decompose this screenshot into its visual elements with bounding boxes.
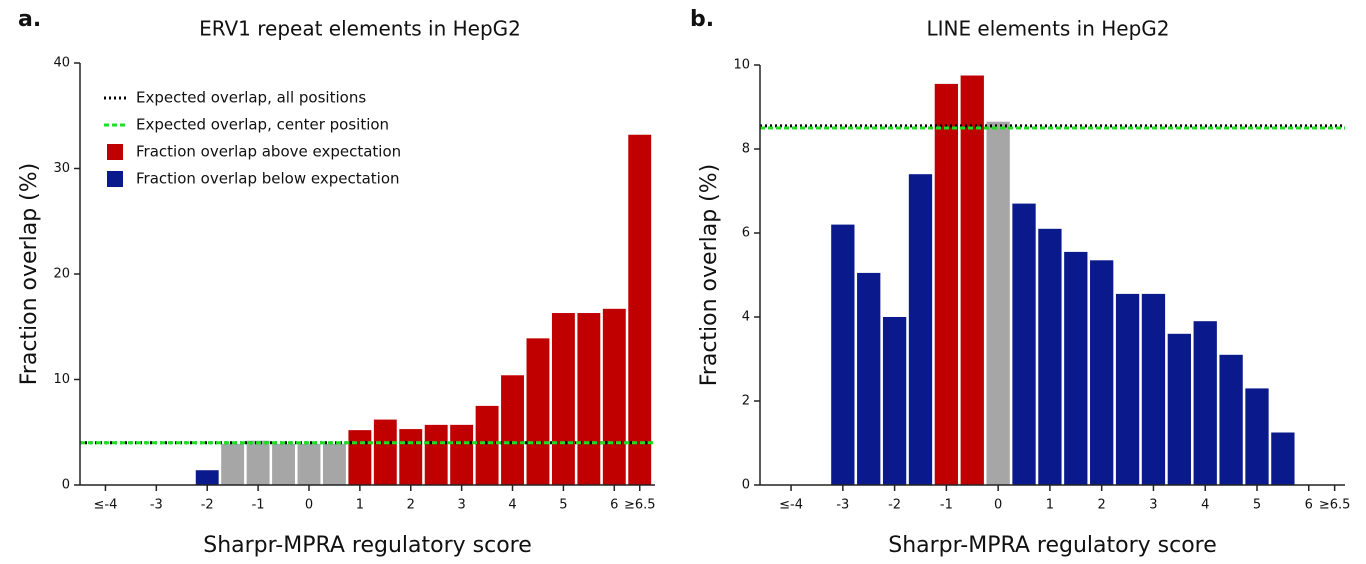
x-tick-label: -2 <box>888 498 901 513</box>
y-tick-label: 40 <box>53 56 70 71</box>
x-tick-label: ≤-4 <box>94 498 118 513</box>
bar <box>882 317 907 485</box>
bar <box>857 272 881 485</box>
chart-title: ERV1 repeat elements in HepG2 <box>199 17 521 41</box>
y-tick-label: 0 <box>742 478 750 493</box>
bar <box>577 313 601 485</box>
bar <box>1141 293 1166 485</box>
x-tick-label: 2 <box>407 498 415 513</box>
bar <box>246 440 270 485</box>
bar <box>1012 203 1036 485</box>
bar <box>986 121 1010 485</box>
bar <box>501 375 524 485</box>
x-tick-label: -1 <box>940 498 953 513</box>
x-tick-label: ≥6.5 <box>624 498 656 513</box>
bar <box>960 75 984 485</box>
bar <box>1064 251 1088 485</box>
bar <box>1271 432 1295 485</box>
x-tick-label: 5 <box>1253 498 1261 513</box>
x-tick-label: 0 <box>305 498 313 513</box>
bar <box>1167 333 1191 485</box>
bar <box>373 419 397 485</box>
bar <box>221 443 245 485</box>
bar <box>1090 260 1114 485</box>
y-tick-label: 0 <box>62 478 70 493</box>
x-tick-label: 4 <box>508 498 516 513</box>
panel-label: a. <box>18 7 41 32</box>
bar <box>551 313 575 485</box>
x-tick-label: -3 <box>150 498 163 513</box>
y-axis-label: Fraction overlap (%) <box>17 163 42 386</box>
bar <box>1219 354 1243 485</box>
bar <box>934 83 959 486</box>
x-tick-label: 5 <box>559 498 567 513</box>
y-tick-label: 20 <box>53 267 70 282</box>
x-tick-label: -1 <box>252 498 265 513</box>
y-tick-label: 2 <box>742 394 750 409</box>
x-tick-label: 3 <box>1149 498 1157 513</box>
x-tick-label: 6 <box>1305 498 1313 513</box>
x-tick-label: 4 <box>1201 498 1209 513</box>
legend-label: Fraction overlap below expectation <box>136 170 400 188</box>
x-tick-label: -2 <box>201 498 214 513</box>
bar <box>831 224 855 485</box>
panel-label: b. <box>690 7 714 32</box>
legend-swatch <box>107 171 123 187</box>
bar <box>195 470 219 485</box>
bar <box>1038 228 1062 486</box>
x-tick-label: 1 <box>356 498 364 513</box>
bar <box>424 424 448 485</box>
legend-swatch <box>107 144 123 160</box>
y-tick-label: 8 <box>742 142 750 157</box>
x-tick-label: 2 <box>1098 498 1106 513</box>
y-tick-label: 10 <box>733 58 750 73</box>
bar <box>399 429 423 485</box>
bar <box>475 405 499 485</box>
bar <box>602 308 626 485</box>
bar <box>322 443 346 485</box>
y-tick-label: 4 <box>742 310 750 325</box>
x-tick-label: 0 <box>994 498 1002 513</box>
y-axis-label: Fraction overlap (%) <box>697 164 722 387</box>
bar <box>450 424 474 485</box>
legend-label: Expected overlap, all positions <box>136 89 366 107</box>
y-tick-label: 30 <box>53 161 70 176</box>
x-tick-label: ≤-4 <box>779 498 803 513</box>
x-tick-label: 6 <box>610 498 618 513</box>
x-axis-label: Sharpr-MPRA regulatory score <box>888 533 1217 558</box>
bar <box>272 443 295 485</box>
y-tick-label: 10 <box>53 372 70 387</box>
bar <box>348 430 372 485</box>
legend-label: Fraction overlap above expectation <box>136 143 401 161</box>
bar <box>908 174 933 485</box>
bar <box>1193 321 1217 485</box>
bar <box>297 443 321 485</box>
x-tick-label: 3 <box>457 498 465 513</box>
chart-title: LINE elements in HepG2 <box>926 17 1169 41</box>
x-tick-label: -3 <box>836 498 849 513</box>
bar <box>526 338 550 485</box>
bar <box>1115 293 1140 485</box>
x-tick-label: ≥6.5 <box>1319 498 1351 513</box>
x-tick-label: 1 <box>1046 498 1054 513</box>
x-axis-label: Sharpr-MPRA regulatory score <box>203 533 532 558</box>
legend-label: Expected overlap, center position <box>136 116 389 134</box>
y-tick-label: 6 <box>742 226 750 241</box>
bar <box>628 134 652 486</box>
bar <box>1245 388 1269 485</box>
